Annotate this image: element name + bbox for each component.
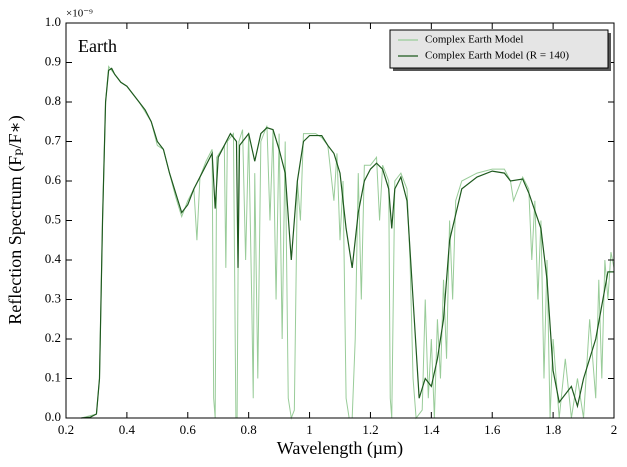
y-tick-label: 0.7	[45, 132, 62, 147]
y-tick-label: 0.9	[45, 53, 61, 68]
x-tick-label: 1.4	[423, 422, 440, 437]
y-tick-label: 0.3	[45, 290, 61, 305]
x-tick-label: 1.8	[545, 422, 561, 437]
x-axis-label: Wavelength (µm)	[277, 438, 403, 459]
x-tick-label: 1.6	[484, 422, 501, 437]
x-tick-label: 0.6	[180, 422, 197, 437]
y-axis-label: Reflection Spectrum (Fₚ/F∗)	[5, 115, 26, 324]
x-tick-label: 1	[306, 422, 313, 437]
y-tick-label: 0.4	[45, 251, 62, 266]
offset-label: ×10⁻⁹	[66, 8, 93, 20]
y-tick-label: 0.1	[45, 369, 61, 384]
x-tick-label: 0.4	[119, 422, 136, 437]
legend-label: Complex Earth Model	[425, 34, 523, 46]
legend-label: Complex Earth Model (R = 140)	[425, 50, 569, 62]
y-tick-label: 1.0	[45, 14, 61, 29]
y-tick-label: 0.0	[45, 409, 61, 424]
y-tick-label: 0.5	[45, 211, 61, 226]
y-tick-label: 0.6	[45, 172, 62, 187]
y-tick-label: 0.2	[45, 330, 61, 345]
x-tick-label: 2	[611, 422, 618, 437]
x-tick-label: 0.8	[241, 422, 257, 437]
annotation: Earth	[78, 36, 117, 56]
y-tick-label: 0.8	[45, 93, 61, 108]
x-tick-label: 0.2	[58, 422, 74, 437]
series-line	[81, 67, 614, 419]
legend-box	[389, 29, 609, 69]
series-line	[81, 65, 615, 420]
x-tick-label: 1.2	[362, 422, 378, 437]
